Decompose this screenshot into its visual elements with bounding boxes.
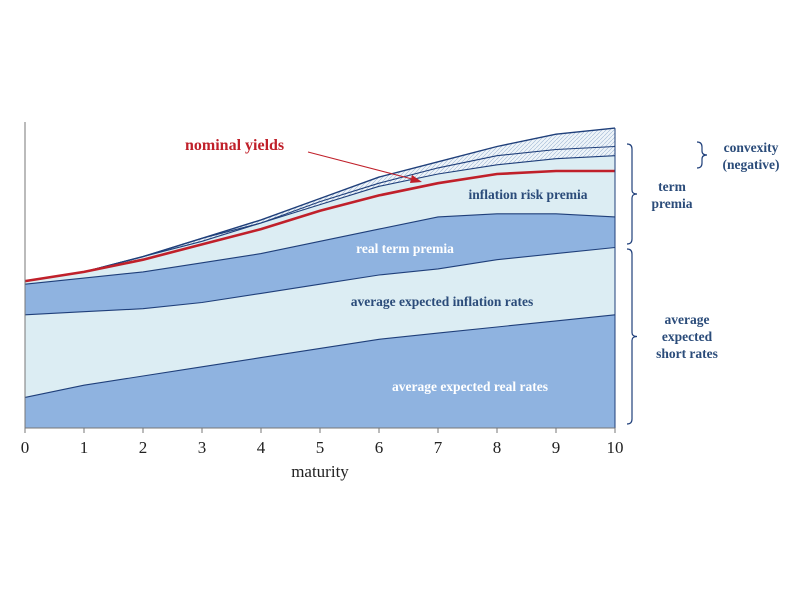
x-tick-label: 0 [21, 438, 30, 457]
x-tick-label: 5 [316, 438, 325, 457]
nominal-yields-line [24, 169, 615, 283]
right-brackets: convexity (negative) term premia average expe… [626, 140, 780, 425]
x-tick-label: 8 [493, 438, 502, 457]
bracket-term-premia [626, 143, 638, 245]
series-labels: average expected real rates average expec… [185, 137, 588, 394]
short-rates-label: average [665, 312, 710, 327]
area-average-expected-inflation-rates [25, 247, 615, 398]
inner-boundary-line [24, 145, 616, 282]
bracket-convexity [696, 141, 708, 169]
area-average-expected-real-rates [25, 314, 615, 428]
x-tick-label: 10 [607, 438, 624, 457]
area-real-term-premia [25, 213, 615, 315]
term-premia-label: term [658, 179, 686, 194]
x-tick-label: 1 [80, 438, 89, 457]
label-real-term-premia: real term premia [356, 241, 454, 256]
nominal-yields-label: nominal yields [185, 137, 284, 154]
nominal-yields-arrowhead [410, 175, 422, 183]
label-average-expected-inflation-rates: average expected inflation rates [351, 294, 534, 309]
x-tick-label: 6 [375, 438, 384, 457]
nominal-yields-pointer [307, 151, 417, 181]
boundary-line-2 [24, 246, 616, 316]
x-tick-label: 9 [552, 438, 561, 457]
boundary-line-3 [24, 213, 616, 285]
convexity-label: convexity [724, 140, 779, 155]
boundary-line-1 [24, 314, 616, 398]
x-tick-label: 3 [198, 438, 207, 457]
bracket-short-rates [626, 248, 638, 425]
series-lines [24, 127, 616, 428]
x-tick-label: 7 [434, 438, 443, 457]
short-rates-label: short rates [656, 346, 718, 361]
x-axis-title: maturity [291, 462, 349, 481]
x-tick-label: 4 [257, 438, 266, 457]
term-premia-label: premia [652, 196, 693, 211]
x-tick-label: 2 [139, 438, 148, 457]
label-average-expected-real-rates: average expected real rates [392, 379, 548, 394]
convexity-label: (negative) [723, 157, 780, 172]
label-inflation-risk-premia: inflation risk premia [468, 187, 587, 202]
axes: 0 1 2 3 4 5 6 7 8 9 10 maturity [21, 122, 624, 481]
short-rates-label: expected [662, 329, 713, 344]
